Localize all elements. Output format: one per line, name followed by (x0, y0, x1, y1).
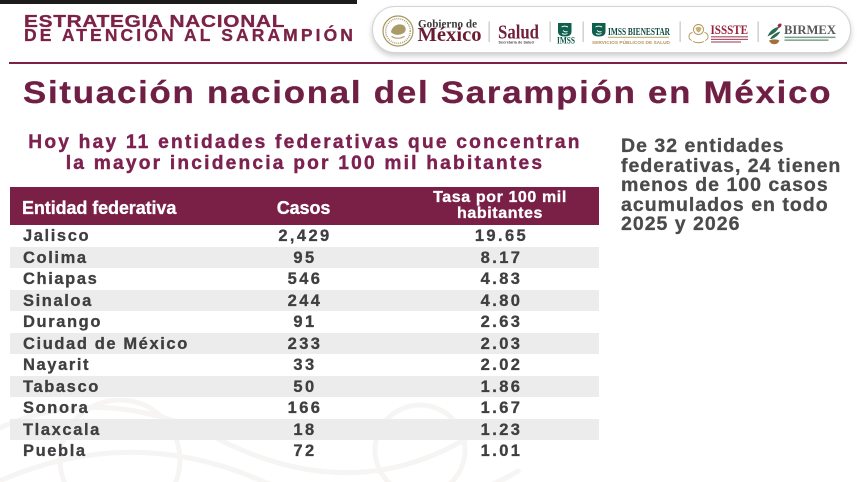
svg-text:Salud: Salud (498, 23, 539, 44)
svg-text:IMSS: IMSS (557, 37, 575, 47)
svg-text:BIRMEX: BIRMEX (784, 22, 837, 37)
svg-text:Gobierno de: Gobierno de (418, 18, 477, 30)
svg-text:México: México (418, 25, 482, 46)
svg-text:Secretaría de Salud: Secretaría de Salud (499, 41, 534, 45)
svg-text:IMSS BIENESTAR: IMSS BIENESTAR (608, 27, 671, 38)
svg-text:SERVICIOS PÚBLICOS DE SALUD: SERVICIOS PÚBLICOS DE SALUD (592, 39, 670, 46)
svg-text:ISSSTE: ISSSTE (711, 23, 749, 37)
